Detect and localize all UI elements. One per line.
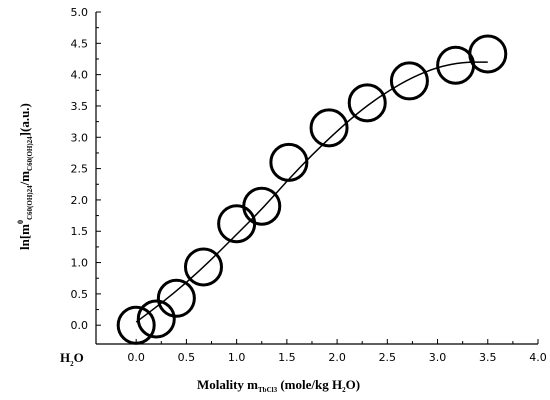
x-tick-label: 0.0 [127,351,145,364]
y-tick-label: 0.5 [71,288,89,301]
y-tick-label: 4.0 [71,69,89,82]
data-point [436,45,476,85]
x-tick-label: 1.0 [228,351,246,364]
y-tick-label: 3.5 [71,100,89,113]
points-layer [116,34,508,345]
x-tick-label: 3.5 [479,351,497,364]
data-point [269,142,309,182]
data-point [217,204,257,244]
x-axis-title: Molality mTbCl3 (mole/kg H2O) [197,377,360,394]
x-tick-label: 0.5 [178,351,196,364]
data-point [156,278,196,318]
x-tick-label: 2.5 [379,351,397,364]
data-point [309,108,349,148]
axes [95,12,538,345]
data-point [136,299,176,339]
data-point [468,34,508,74]
y-tick-label: 1.0 [71,257,89,270]
x-axis-extra-label: H2O [60,350,84,368]
y-tick-label: 2.5 [71,163,89,176]
x-tick-label: 1.5 [278,351,296,364]
fit-line-layer [135,61,488,323]
data-point [347,83,387,123]
y-axis-title: ln[m0C60(OH)24/mC60(OH)24](a.u.) [16,103,34,250]
data-point [389,61,429,101]
x-tick-label: 4.0 [529,351,547,364]
y-tick-label: 2.0 [71,194,89,207]
y-tick-label: 0.0 [71,319,89,332]
data-point [242,186,282,226]
data-point [183,247,223,287]
y-tick-label: 3.0 [71,131,89,144]
ticks [96,11,539,344]
data-point [116,305,156,345]
fit-line [135,61,488,323]
y-tick-label: 4.5 [71,37,89,50]
y-tick-label: 5.0 [71,6,89,19]
tick-labels: 0.0 0.5 1.0 1.5 2.0 2.5 3.0 3.5 4.0 0.0 0.5 1.0 1.5 2… [71,6,547,364]
y-tick-label: 1.5 [71,225,89,238]
x-tick-label: 2.0 [328,351,346,364]
x-tick-label: 3.0 [429,351,447,364]
